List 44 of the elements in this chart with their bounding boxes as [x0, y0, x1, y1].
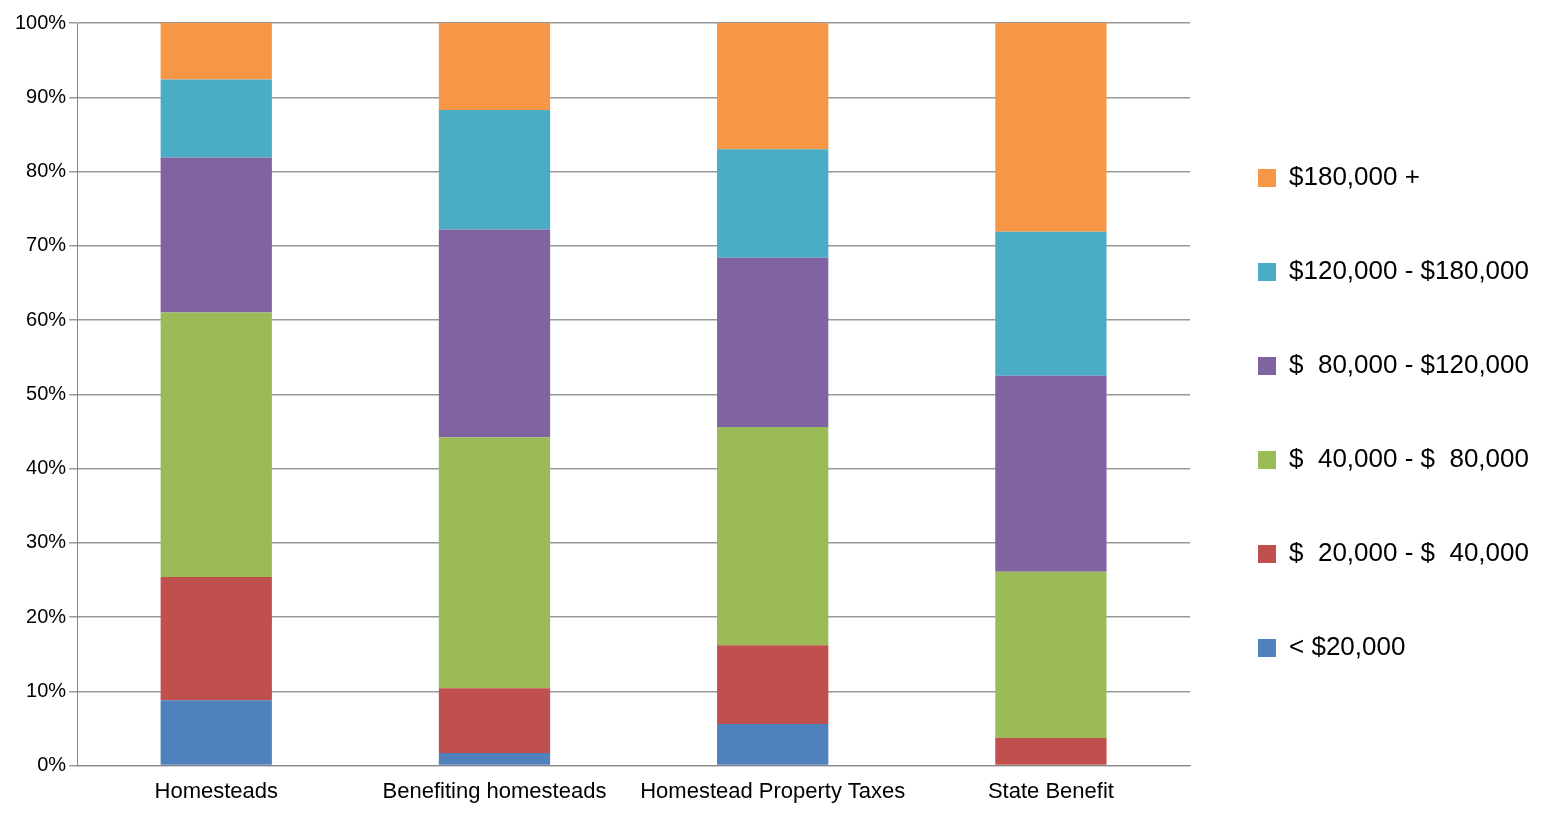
bar	[438, 229, 551, 438]
bar	[438, 688, 551, 753]
y-tick-label: 50%	[26, 381, 67, 404]
bar	[438, 437, 551, 689]
y-tick-label: 10%	[26, 678, 67, 701]
bar	[995, 231, 1107, 376]
y-tick-label: 70%	[26, 233, 67, 256]
bar	[717, 645, 829, 725]
bar	[160, 79, 272, 158]
bar	[160, 312, 272, 577]
y-tick-label: 0%	[37, 753, 67, 776]
bar	[995, 738, 1107, 765]
y-tick-label: 60%	[26, 307, 67, 330]
y-tick-label: 100%	[15, 10, 67, 33]
bar	[160, 157, 272, 313]
bar	[995, 23, 1107, 232]
legend-label: $ 20,000 - $ 40,000	[1289, 537, 1529, 568]
legend-label: < $20,000	[1289, 631, 1406, 662]
bar	[717, 426, 829, 646]
bar	[717, 724, 829, 765]
bar	[160, 23, 272, 80]
x-tick-label: Homestead Property Taxes	[640, 777, 906, 803]
legend-label: $ 40,000 - $ 80,000	[1289, 443, 1529, 474]
bar	[995, 375, 1107, 572]
bar	[717, 149, 829, 258]
bar	[160, 576, 272, 701]
bar	[438, 752, 551, 765]
bar	[717, 257, 829, 427]
y-tick-label: 20%	[26, 604, 67, 627]
y-tick-label: 90%	[26, 84, 67, 107]
y-tick-label: 80%	[26, 159, 67, 182]
x-tick-label: State Benefit	[987, 777, 1114, 803]
bar	[438, 23, 551, 110]
y-tick-label: 40%	[26, 456, 67, 479]
x-tick-label: Benefiting homesteads	[382, 777, 607, 803]
bar	[995, 571, 1107, 739]
x-tick-label: Homesteads	[154, 777, 279, 803]
bar	[160, 700, 272, 765]
bar	[438, 109, 551, 230]
legend-label: $120,000 - $180,000	[1289, 255, 1530, 286]
y-tick-label: 30%	[26, 530, 67, 553]
legend-label: $ 80,000 - $120,000	[1289, 349, 1529, 380]
legend-label: $180,000 +	[1289, 161, 1420, 192]
bar	[717, 23, 829, 150]
